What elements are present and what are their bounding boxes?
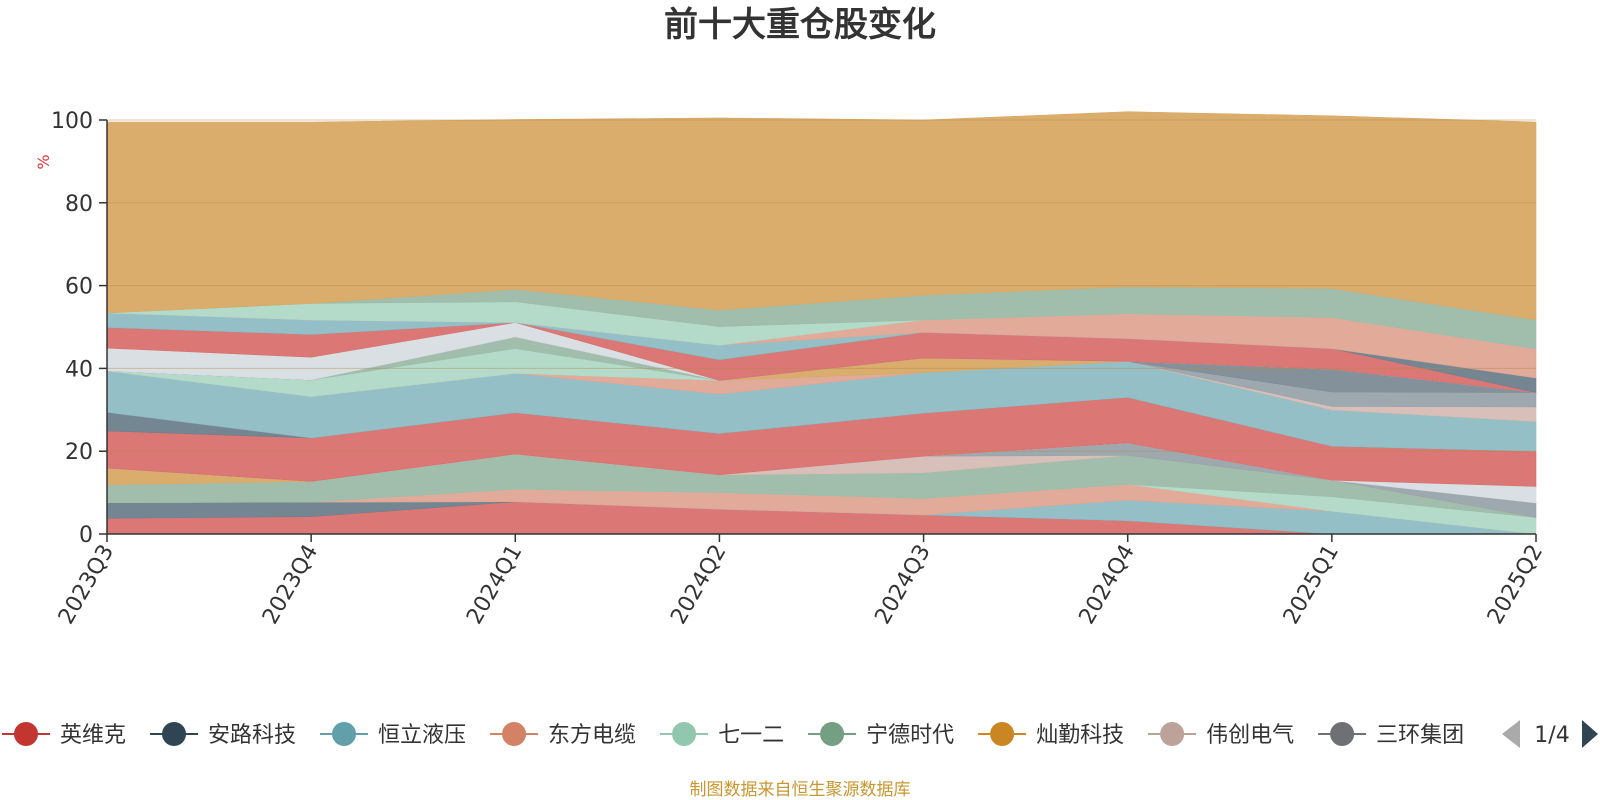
y-tick-label: 20 bbox=[65, 440, 93, 465]
x-tick-label: 2024Q2 bbox=[666, 541, 731, 629]
legend-label: 英维克 bbox=[60, 723, 126, 748]
chart-title: 前十大重仓股变化 bbox=[664, 5, 936, 45]
x-tick-label: 2025Q2 bbox=[1483, 541, 1548, 629]
y-tick-label: 100 bbox=[51, 109, 93, 134]
legend-label: 宁德时代 bbox=[866, 723, 954, 748]
legend-item[interactable]: 东方电缆 bbox=[490, 722, 636, 748]
y-tick-label: 80 bbox=[65, 192, 93, 217]
legend-item[interactable]: 七一二 bbox=[660, 722, 784, 748]
legend-label: 安路科技 bbox=[208, 723, 296, 748]
x-tick-label: 2024Q1 bbox=[462, 541, 527, 629]
source-note: 制图数据来自恒生聚源数据库 bbox=[690, 780, 911, 800]
y-tick-label: 0 bbox=[79, 523, 93, 548]
legend-item[interactable]: 安路科技 bbox=[150, 722, 296, 748]
legend-marker bbox=[14, 722, 38, 746]
legend-items: 英维克 安路科技 恒立液压 东方电缆 七一二 宁德时代 灿勤科技 伟创电气 三环集团 bbox=[2, 722, 1464, 748]
legend-item[interactable]: 灿勤科技 bbox=[978, 722, 1124, 748]
plot-area bbox=[106, 111, 1537, 535]
legend-marker bbox=[672, 722, 697, 746]
legend-item[interactable]: 宁德时代 bbox=[808, 722, 954, 748]
legend-prev-icon[interactable] bbox=[1502, 720, 1520, 748]
legend-label: 灿勤科技 bbox=[1036, 723, 1124, 748]
legend-marker bbox=[820, 722, 845, 746]
legend-item[interactable]: 三环集团 bbox=[1318, 722, 1464, 748]
legend-next-icon[interactable] bbox=[1582, 720, 1598, 748]
y-tick-label: 40 bbox=[65, 357, 93, 382]
legend-marker bbox=[502, 722, 527, 746]
legend-page-indicator: 1/4 bbox=[1534, 723, 1569, 748]
x-tick-label: 2023Q4 bbox=[258, 541, 323, 629]
legend-marker bbox=[990, 722, 1015, 746]
legend-item[interactable]: 英维克 bbox=[2, 722, 126, 748]
x-tick-label: 2024Q4 bbox=[1075, 541, 1140, 629]
legend-item[interactable]: 伟创电气 bbox=[1148, 722, 1294, 748]
legend-label: 三环集团 bbox=[1376, 723, 1464, 748]
legend-label: 东方电缆 bbox=[548, 723, 636, 748]
legend-item[interactable]: 恒立液压 bbox=[320, 722, 466, 748]
y-axis-label: % bbox=[34, 154, 53, 169]
legend-label: 恒立液压 bbox=[378, 723, 466, 748]
x-tick-label: 2025Q1 bbox=[1279, 541, 1344, 629]
legend-marker bbox=[1330, 722, 1355, 746]
y-tick-label: 60 bbox=[65, 275, 93, 300]
legend-marker bbox=[162, 722, 187, 746]
legend: 英维克 安路科技 恒立液压 东方电缆 七一二 宁德时代 灿勤科技 伟创电气 三环集团 1/4 bbox=[2, 720, 1598, 748]
legend-marker bbox=[1160, 722, 1185, 746]
legend-marker bbox=[332, 722, 357, 746]
x-tick-label: 2024Q3 bbox=[870, 541, 935, 629]
legend-label: 伟创电气 bbox=[1206, 723, 1294, 748]
x-tick-label: 2023Q3 bbox=[54, 541, 119, 629]
area-series-27 bbox=[106, 111, 1537, 321]
legend-label: 七一二 bbox=[718, 723, 784, 748]
